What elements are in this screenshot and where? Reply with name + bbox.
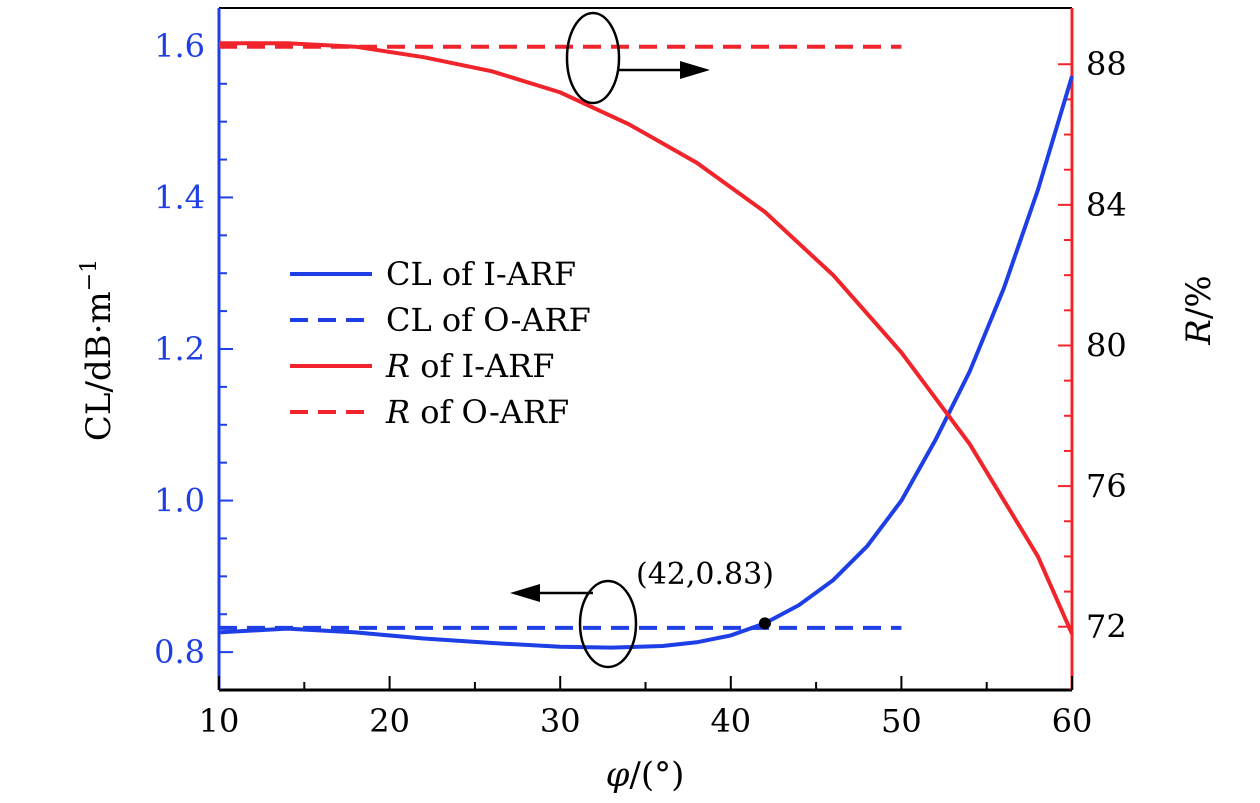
y-left-tick-label: 1.2 — [154, 330, 205, 368]
y-right-tick-label: 72 — [1086, 608, 1127, 646]
legend-label-cl-i: CL of I-ARF — [386, 255, 576, 293]
x-tick-label: 10 — [199, 702, 240, 740]
y-left-axis-title: CL/dB·m−1 — [77, 259, 119, 441]
annotation-point — [758, 617, 771, 630]
y-left-tick-label: 1.0 — [154, 482, 205, 520]
cl-axis-callout-ellipse — [578, 579, 638, 669]
r-axis-arrowhead — [680, 61, 710, 79]
cl-axis-arrowhead — [510, 584, 540, 602]
legend-label-r-o: R of O-ARF — [385, 393, 569, 431]
y-left-tick-label: 0.8 — [154, 633, 205, 671]
y-left-tick-label: 1.6 — [154, 27, 205, 65]
series-cl-i-arf — [218, 75, 1074, 650]
y-left-ticks: 0.8 1.0 1.2 1.4 1.6 — [154, 27, 233, 671]
x-tick-label: 30 — [540, 702, 581, 740]
y-left-tick-label: 1.4 — [154, 178, 205, 216]
annotation-label: (42,0.83) — [636, 557, 774, 592]
legend-label-r-i: R of I-ARF — [385, 347, 554, 385]
x-tick-label: 20 — [369, 702, 410, 740]
series-r-i-arf — [219, 41, 1074, 635]
y-right-axis-title: R/% — [1179, 275, 1219, 345]
y-right-tick-label: 84 — [1086, 186, 1127, 224]
x-tick-label: 60 — [1052, 702, 1093, 740]
x-ticks: 10 20 30 40 50 60 — [199, 676, 1093, 740]
r-axis-callout-ellipse — [565, 11, 621, 105]
y-right-tick-label: 76 — [1086, 467, 1127, 505]
x-tick-label: 40 — [710, 702, 751, 740]
y-right-ticks: 72 76 80 84 88 — [1058, 45, 1127, 646]
y-right-tick-label: 80 — [1086, 326, 1127, 364]
legend: CL of I-ARF CL of O-ARF R of I-ARF R of … — [290, 255, 591, 431]
y-right-tick-label: 88 — [1086, 45, 1127, 83]
x-axis-title: φ/(°) — [606, 755, 685, 795]
x-tick-label: 50 — [881, 702, 922, 740]
legend-label-cl-o: CL of O-ARF — [386, 301, 591, 339]
